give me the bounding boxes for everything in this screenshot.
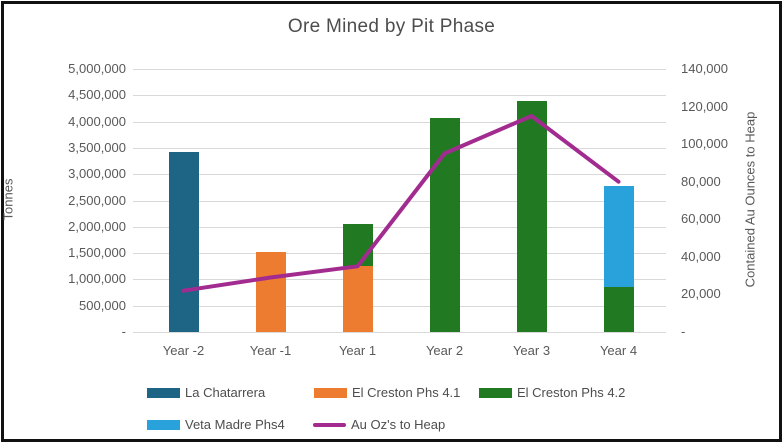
line-chart-au-ozs-to-heap xyxy=(181,114,621,293)
right-axis-title: Contained Au Ounces to Heap xyxy=(742,111,758,288)
left-axis-tick-label: 1,000,000 xyxy=(68,271,126,287)
legend-color-swatch xyxy=(147,387,180,398)
bar-stack xyxy=(342,69,373,332)
right-axis-tick-label: 100,000 xyxy=(681,136,728,152)
gridline xyxy=(133,121,666,123)
bar-stack xyxy=(168,69,199,332)
chart-title: Ore Mined by Pit Phase xyxy=(287,16,496,37)
gridline xyxy=(133,305,666,307)
left-axis-tick-label: 5,000,000 xyxy=(68,61,126,76)
x-axis-label: Year -2 xyxy=(162,343,205,358)
x-axis-label: Year 3 xyxy=(512,343,551,358)
gridline xyxy=(133,279,666,281)
left-axis-tick-label: 500,000 xyxy=(79,297,126,313)
legend-label: El Creston Phs 4.1 xyxy=(352,385,461,400)
bar-segment-veta-madre-phs4 xyxy=(603,186,634,288)
left-axis-tick-label: 4,000,000 xyxy=(68,113,126,129)
bar-segment-el-creston-phs-4-2 xyxy=(342,224,373,267)
right-axis-tick-label: 120,000 xyxy=(681,98,728,114)
left-axis-tick-label: - xyxy=(121,324,126,339)
bar-stack xyxy=(516,69,547,332)
left-axis-tick-label: 4,500,000 xyxy=(68,87,126,103)
legend-item-el-creston-phs-4-1: El Creston Phs 4.1 xyxy=(314,385,479,400)
legend-color-swatch xyxy=(479,387,512,398)
gridline xyxy=(133,69,666,70)
right-axis-tick-label: 60,000 xyxy=(681,211,721,227)
right-axis-tick-label: 20,000 xyxy=(681,286,721,302)
legend-item-au-oz-s-to-heap: Au Oz's to Heap xyxy=(313,417,445,432)
bar-segment-el-creston-phs-4-1 xyxy=(255,252,286,332)
legend-item-veta-madre-phs4: Veta Madre Phs4 xyxy=(147,417,313,432)
left-axis-tick-label: 3,500,000 xyxy=(68,139,126,155)
gridline xyxy=(133,226,666,228)
bar-stack xyxy=(603,69,634,332)
line-series-path xyxy=(181,114,621,293)
legend-line-swatch xyxy=(313,422,346,427)
bar-stack xyxy=(255,69,286,332)
legend-label: La Chatarrera xyxy=(185,385,266,400)
gridline xyxy=(133,95,666,97)
right-axis-tick-label: 80,000 xyxy=(681,173,721,189)
right-axis-tick-label: 40,000 xyxy=(681,248,721,264)
x-axis-label: Year 1 xyxy=(338,343,377,358)
bar-segment-el-creston-phs-4-1 xyxy=(342,266,373,332)
legend-color-swatch xyxy=(314,387,347,398)
legend-row-1: La Chatarrera El Creston Phs 4.1 El Cresto… xyxy=(147,385,625,400)
bar-segment-el-creston-phs-4-2 xyxy=(516,101,547,332)
gridline xyxy=(133,200,666,202)
x-axis-label: Year 2 xyxy=(425,343,464,358)
right-axis-tick-label: 140,000 xyxy=(681,61,728,76)
x-axis-label: Year -1 xyxy=(249,343,292,358)
left-axis-tick-label: 3,000,000 xyxy=(68,166,126,182)
left-axis-tick-label: 2,500,000 xyxy=(68,192,126,208)
legend-label: El Creston Phs 4.2 xyxy=(517,385,626,400)
gridline xyxy=(133,332,666,333)
gridline xyxy=(133,253,666,255)
x-axis-label: Year 4 xyxy=(599,343,638,358)
legend-row-2: Veta Madre Phs4 Au Oz's to Heap xyxy=(147,417,445,432)
legend-color-swatch xyxy=(147,419,180,430)
plot-area xyxy=(133,69,666,333)
legend-label: Veta Madre Phs4 xyxy=(185,417,285,432)
left-axis-tick-label: 1,500,000 xyxy=(68,245,126,261)
x-axis-labels: Year -2 Year -1 Year 1 Year 2 Year 3 Year 4 xyxy=(140,343,662,358)
gridline xyxy=(133,147,666,149)
legend-item-el-creston-phs-4-2: El Creston Phs 4.2 xyxy=(479,385,625,400)
legend-item-la-chatarrera: La Chatarrera xyxy=(147,385,314,400)
gridline xyxy=(133,174,666,176)
legend-label: Au Oz's to Heap xyxy=(351,417,446,432)
right-axis-tick-label: - xyxy=(681,324,686,339)
left-axis-tick-label: 2,000,000 xyxy=(68,218,126,234)
bar-segment-el-creston-phs-4-2 xyxy=(603,287,634,332)
bar-segment-la-chatarrera xyxy=(168,151,199,332)
